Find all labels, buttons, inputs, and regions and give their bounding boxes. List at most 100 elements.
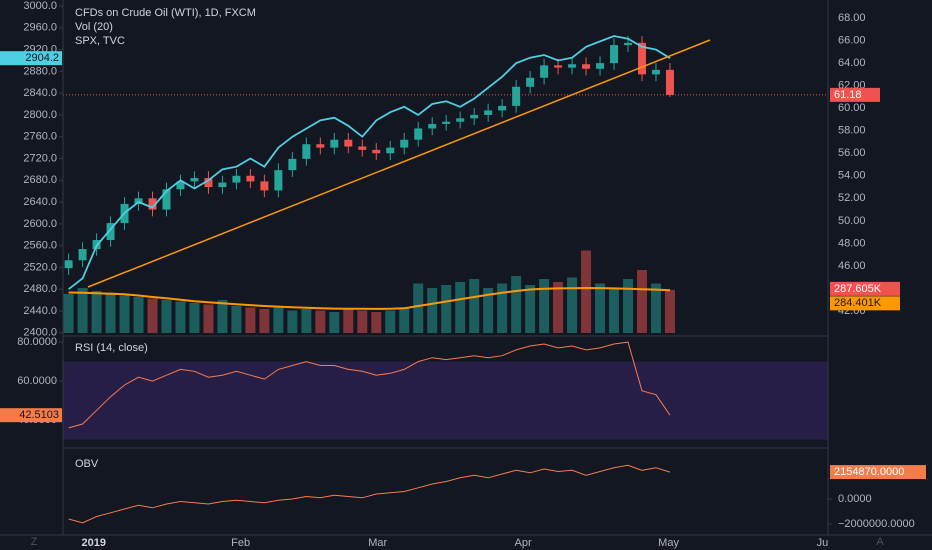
candle-body xyxy=(442,121,451,124)
volume-bar xyxy=(399,307,410,333)
candle-body xyxy=(414,128,423,140)
rsi-band xyxy=(63,361,828,440)
volume-bar xyxy=(525,285,536,333)
price-label: 2154870.0000 xyxy=(834,466,904,478)
volume-bar xyxy=(245,307,256,333)
volume-bar xyxy=(567,277,578,333)
price-label: 2904.2 xyxy=(25,52,59,64)
price-label-box xyxy=(830,87,880,102)
volume-bar xyxy=(287,310,298,333)
candle-body xyxy=(190,178,199,182)
price-label: 287.605K xyxy=(834,283,882,295)
candle-body xyxy=(330,139,339,148)
volume-bar xyxy=(413,283,424,333)
y-tick-label: 60.0000 xyxy=(17,375,57,387)
volume-bar xyxy=(427,288,438,333)
candle-body xyxy=(484,110,493,115)
volume-bar xyxy=(259,309,270,333)
volume-bar xyxy=(91,291,102,333)
legend-spx: SPX, TVC xyxy=(75,35,125,47)
candle-body xyxy=(665,69,674,95)
candle-body xyxy=(582,64,591,69)
candle-body xyxy=(316,144,325,148)
candle-body xyxy=(637,42,646,75)
volume-bar xyxy=(497,283,508,333)
candle-body xyxy=(400,139,409,148)
volume-bar xyxy=(609,288,620,333)
candle-body xyxy=(610,45,619,64)
candle-body xyxy=(358,146,367,150)
y-tick-label: 2640.0 xyxy=(23,196,57,208)
volume-bar xyxy=(329,312,340,333)
candle-body xyxy=(498,105,507,111)
y2-tick-label: 64.00 xyxy=(838,57,866,69)
candle-body xyxy=(372,149,381,154)
price-label: 42.5103 xyxy=(19,409,59,421)
volume-bar xyxy=(441,285,452,333)
y2-tick-label: 58.00 xyxy=(838,125,866,137)
candle-body xyxy=(470,114,479,119)
candle-body xyxy=(568,64,577,68)
legend-main: CFDs on Crude Oil (WTI), 1D, FXCM xyxy=(75,7,256,19)
candle-body xyxy=(204,178,213,188)
volume-bar xyxy=(343,309,354,333)
y-tick-label: 2520.0 xyxy=(23,261,57,273)
volume-bar xyxy=(105,292,116,333)
volume-bar xyxy=(63,294,74,333)
volume-bar xyxy=(385,310,396,333)
x-tick-label: May xyxy=(658,537,679,549)
volume-bar xyxy=(553,282,564,333)
spx-line xyxy=(68,35,671,290)
volume-bar xyxy=(189,303,200,333)
y-tick-label: −2000000.0000 xyxy=(838,518,915,530)
y2-tick-label: 52.00 xyxy=(838,192,866,204)
candle-body xyxy=(428,123,437,129)
y2-tick-label: 48.00 xyxy=(838,237,866,249)
candle-body xyxy=(106,223,115,241)
y2-tick-label: 60.00 xyxy=(838,102,866,114)
y2-tick-label: 68.00 xyxy=(838,12,866,24)
candle-body xyxy=(512,86,521,106)
volume-bar xyxy=(315,310,326,333)
price-label-box xyxy=(0,51,62,66)
candle-body xyxy=(232,175,241,183)
volume-bar xyxy=(539,279,550,333)
volume-bar xyxy=(483,288,494,333)
candle-body xyxy=(246,175,255,182)
candle-body xyxy=(596,63,605,69)
volume-ma-line xyxy=(68,286,671,310)
y2-tick-label: 54.00 xyxy=(838,170,866,182)
volume-bar xyxy=(664,289,675,333)
y-tick-label: 2720.0 xyxy=(23,152,57,164)
x-tick-label: Ju xyxy=(817,537,829,549)
volume-bar xyxy=(581,250,592,333)
candle-body xyxy=(526,77,535,87)
legend-volume: Vol (20) xyxy=(75,21,113,33)
y-tick-label: 2880.0 xyxy=(23,65,57,77)
y-tick-label: 2560.0 xyxy=(23,240,57,252)
candle-body xyxy=(162,189,171,210)
candle-body xyxy=(624,42,633,46)
zoom-button[interactable]: Z xyxy=(31,536,38,548)
volume-bar xyxy=(77,288,88,333)
volume-bar xyxy=(469,279,480,333)
volume-bar xyxy=(357,310,368,333)
candle-body xyxy=(78,249,87,261)
y-tick-label: 80.0000 xyxy=(17,336,57,348)
y2-tick-label: 56.00 xyxy=(838,147,866,159)
x-tick-label: Mar xyxy=(368,537,387,549)
price-label: 61.18 xyxy=(834,89,862,101)
volume-bar xyxy=(455,282,466,333)
y-tick-label: 2680.0 xyxy=(23,174,57,186)
x-tick-label: Apr xyxy=(515,537,532,549)
y-tick-label: 2440.0 xyxy=(23,305,57,317)
volume-bar xyxy=(231,306,242,333)
auto-scale-button[interactable]: A xyxy=(876,536,884,548)
volume-bar xyxy=(636,270,647,333)
candle-body xyxy=(134,198,143,204)
volume-bar xyxy=(161,300,172,333)
candle-body xyxy=(218,182,227,188)
x-tick-label: Feb xyxy=(231,537,250,549)
indicator-line xyxy=(68,341,671,429)
